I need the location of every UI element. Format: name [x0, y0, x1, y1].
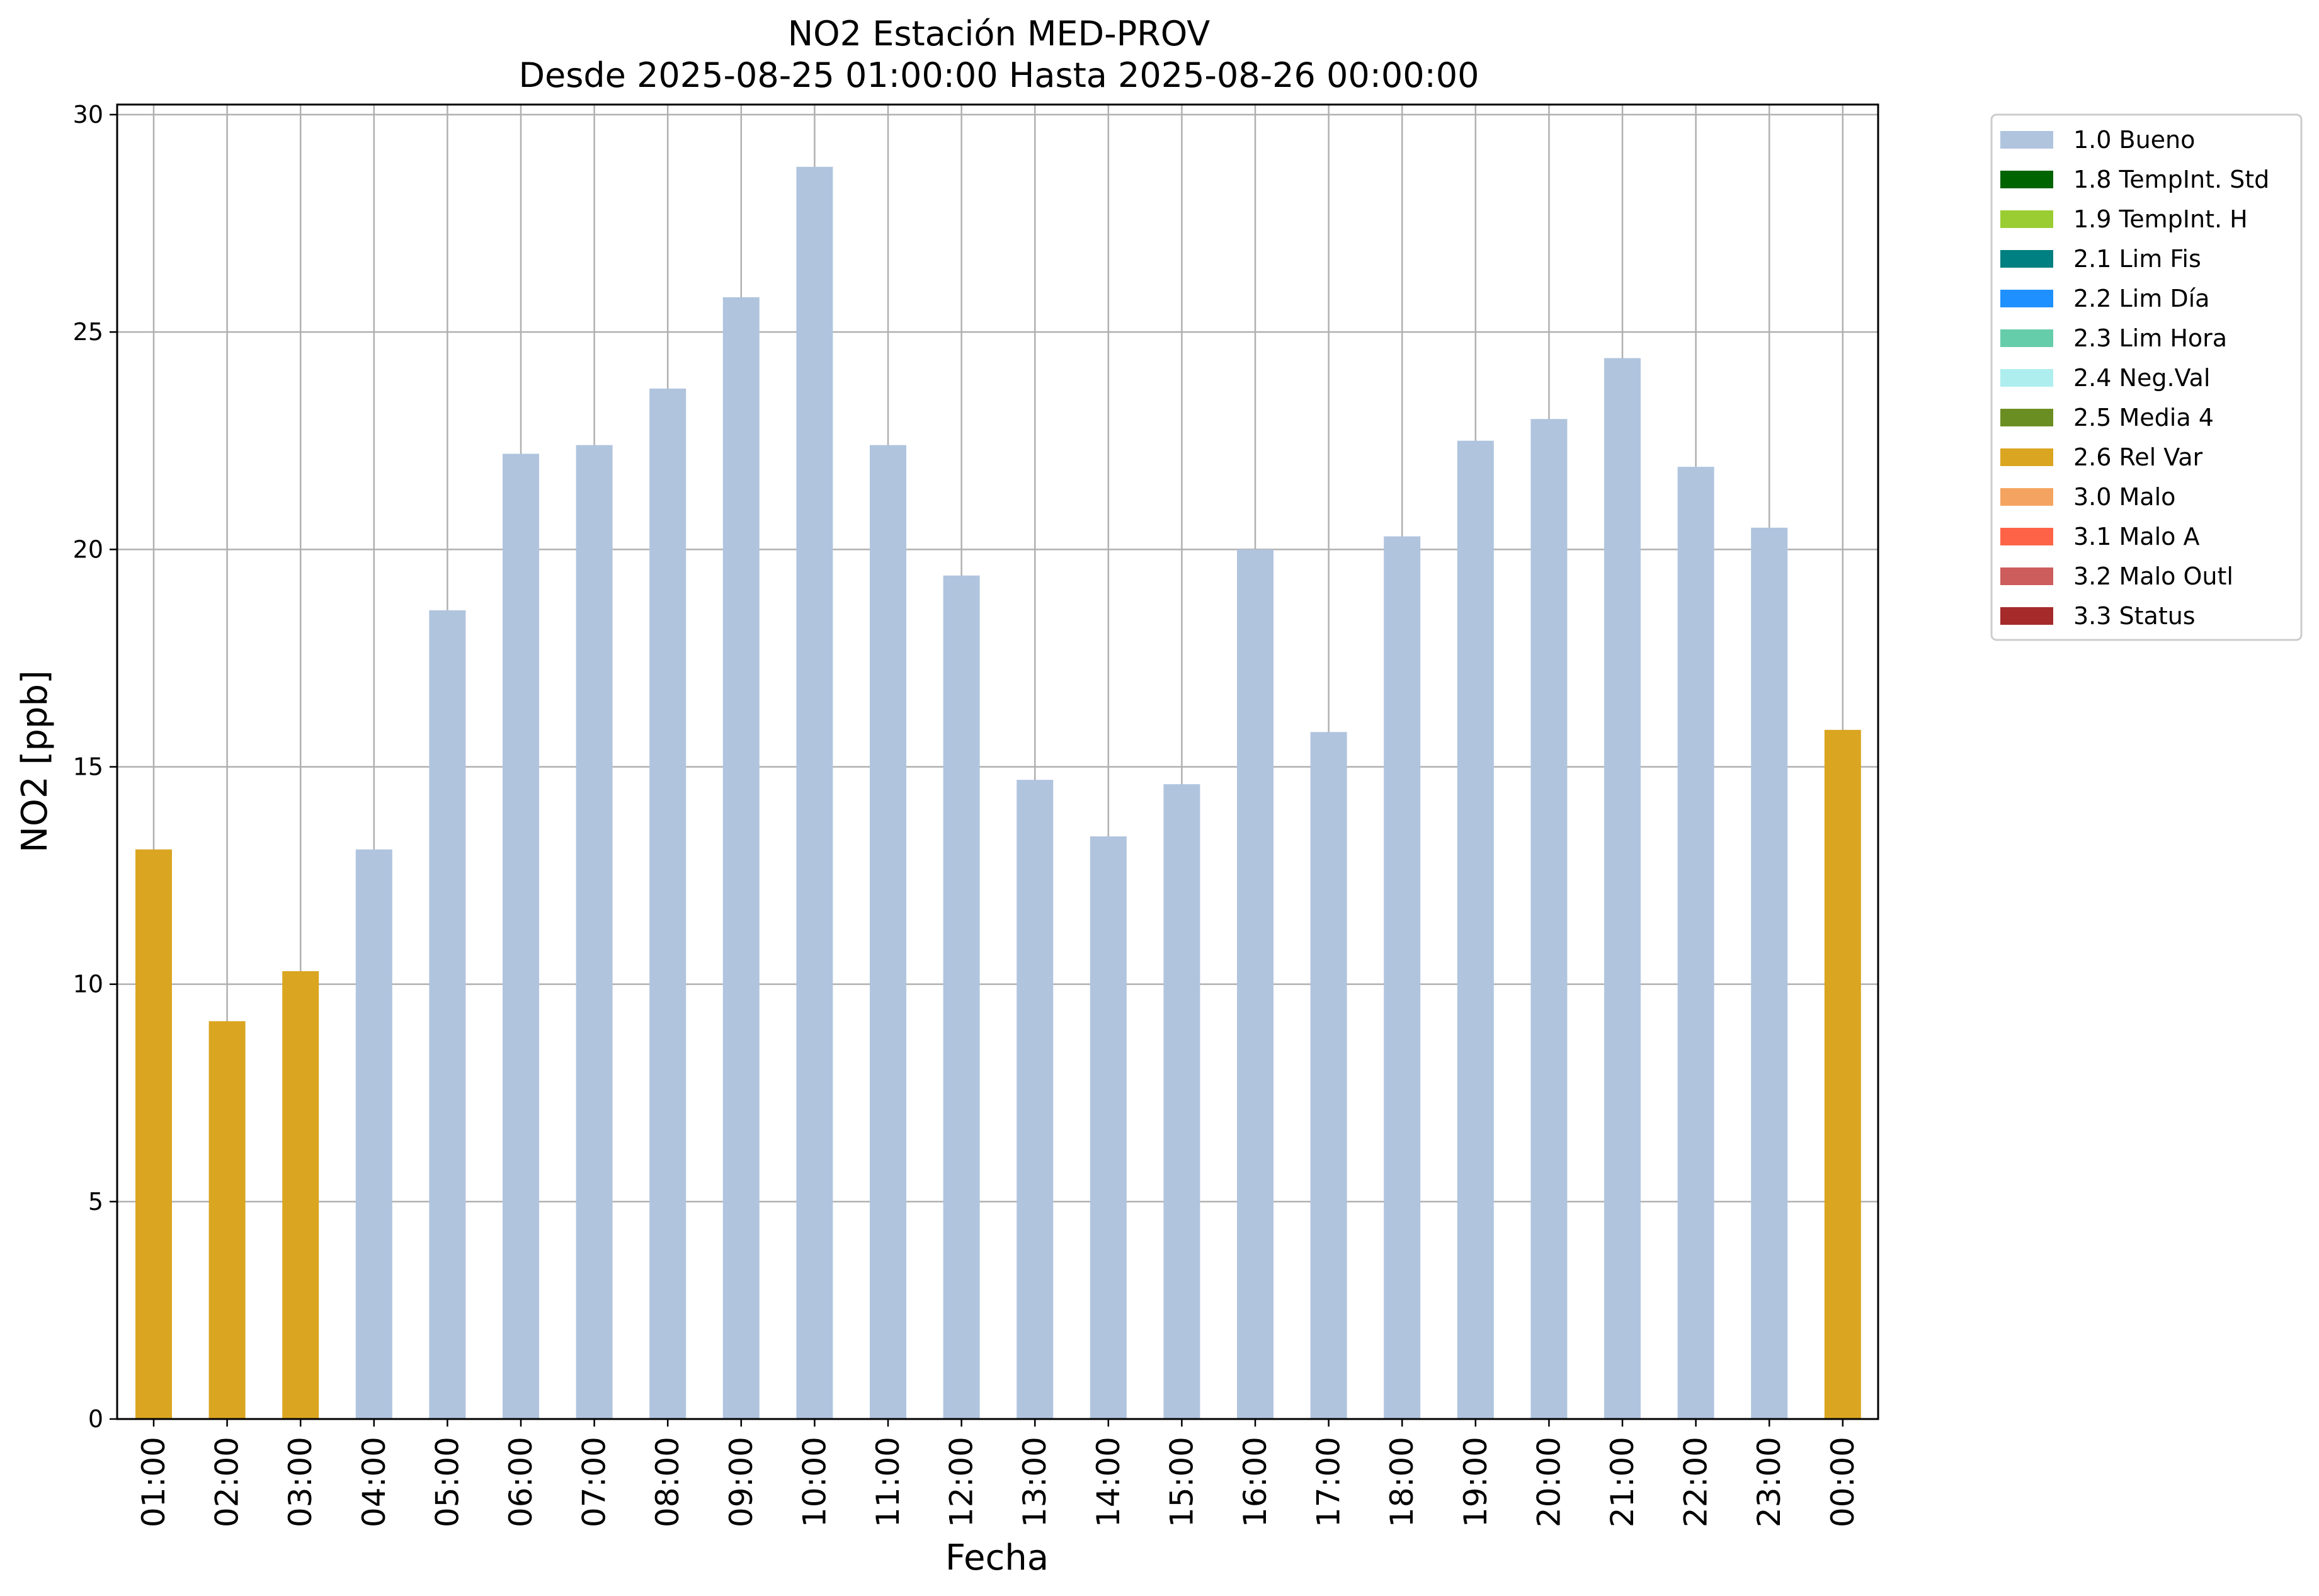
legend-swatch	[2000, 171, 2053, 188]
bar-19:00	[1457, 440, 1494, 1419]
chart-subtitle: Desde 2025-08-25 01:00:00 Hasta 2025-08-…	[518, 55, 1479, 95]
x-tick-label: 01:00	[135, 1437, 172, 1527]
legend-swatch	[2000, 607, 2053, 625]
legend-swatch	[2000, 369, 2053, 387]
x-tick-label: 16:00	[1237, 1437, 1273, 1527]
bar-20:00	[1530, 419, 1568, 1419]
legend: 1.0 Bueno 1.8 TempInt. Std 1.9 TempInt. H 2…	[1990, 113, 2303, 641]
y-tick-label: 30	[73, 101, 103, 128]
y-tick-label: 5	[88, 1188, 103, 1216]
bar-04:00	[355, 849, 392, 1419]
legend-swatch	[2000, 528, 2053, 545]
x-axis-label: Fecha	[945, 1537, 1049, 1578]
x-tick-label: 21:00	[1604, 1437, 1641, 1527]
plot-frame	[116, 103, 1879, 1420]
legend-swatch	[2000, 250, 2053, 268]
legend-entry: 2.1 Lim Fis	[2073, 245, 2201, 273]
x-tick-label: 08:00	[649, 1437, 686, 1527]
legend-swatch	[2000, 488, 2053, 506]
legend-entry: 1.9 TempInt. H	[2073, 205, 2248, 233]
x-tick-label: 13:00	[1017, 1437, 1053, 1527]
legend-frame	[1990, 113, 2303, 641]
legend-entry: 3.1 Malo A	[2073, 523, 2199, 550]
legend-swatch	[2000, 131, 2053, 149]
x-tick-label: 22:00	[1678, 1437, 1714, 1527]
x-tick-label: 12:00	[943, 1437, 980, 1527]
legend-entry: 2.3 Lim Hora	[2073, 324, 2227, 352]
chart-title: NO2 Estación MED-PROV	[788, 14, 1210, 54]
bar-13:00	[1017, 780, 1054, 1419]
legend-entry: 2.6 Rel Var	[2073, 443, 2203, 471]
bar-06:00	[503, 453, 539, 1420]
legend-entry: 3.3 Status	[2073, 602, 2196, 630]
legend-entry: 1.8 TempInt. Std	[2073, 166, 2269, 193]
legend-entry: 2.2 Lim Día	[2073, 285, 2209, 312]
bar-22:00	[1677, 467, 1714, 1420]
y-axis-label: NO2 [ppb]	[14, 670, 55, 853]
bar-07:00	[576, 445, 613, 1419]
legend-entry: 3.2 Malo Outl	[2073, 562, 2233, 590]
y-tick-label: 15	[73, 753, 103, 781]
x-tick-label: 07:00	[576, 1437, 613, 1527]
legend-swatch	[2000, 329, 2053, 347]
bar-15:00	[1163, 784, 1200, 1419]
x-tick-label: 15:00	[1163, 1437, 1200, 1527]
bar-12:00	[943, 575, 980, 1419]
bar-14:00	[1090, 836, 1127, 1419]
y-tick-label: 25	[73, 318, 103, 346]
bar-18:00	[1384, 536, 1421, 1420]
y-tick-label: 20	[73, 535, 103, 563]
bar-21:00	[1604, 358, 1641, 1419]
legend-swatch	[2000, 210, 2053, 228]
x-tick-label: 10:00	[796, 1437, 833, 1527]
x-tick-label: 02:00	[209, 1437, 246, 1527]
legend-swatch	[2000, 567, 2053, 585]
x-tick-label: 14:00	[1090, 1437, 1127, 1527]
x-axis-ticks: 01:00 02:00 03:00 04:00 05:00 06:00 07:00 08:00…	[135, 1419, 1861, 1527]
x-tick-label: 18:00	[1384, 1437, 1420, 1527]
x-tick-label: 23:00	[1751, 1437, 1787, 1527]
bar-23:00	[1751, 527, 1788, 1419]
x-tick-label: 19:00	[1457, 1437, 1494, 1527]
legend-entry: 3.0 Malo	[2073, 483, 2175, 511]
bar-01:00	[135, 849, 172, 1419]
bar-00:00	[1824, 729, 1861, 1419]
bar-17:00	[1310, 732, 1347, 1419]
y-tick-label: 0	[88, 1405, 103, 1433]
bar-10:00	[796, 166, 833, 1420]
bar-11:00	[870, 445, 906, 1419]
x-tick-label: 00:00	[1825, 1437, 1861, 1527]
bar-05:00	[429, 610, 466, 1419]
bar-16:00	[1237, 549, 1273, 1420]
bar-02:00	[208, 1021, 246, 1419]
x-tick-label: 09:00	[723, 1437, 760, 1527]
legend-swatch	[2000, 290, 2053, 307]
legend-entry: 2.5 Media 4	[2073, 404, 2214, 431]
legend-swatch	[2000, 448, 2053, 466]
bar-09:00	[722, 297, 760, 1420]
y-axis-ticks: 0 5 10 15 20 25 30	[73, 101, 117, 1433]
x-tick-label: 06:00	[503, 1437, 539, 1527]
x-tick-label: 04:00	[356, 1437, 392, 1527]
legend-swatch	[2000, 409, 2053, 426]
x-tick-label: 17:00	[1311, 1437, 1347, 1527]
legend-entry: 1.0 Bueno	[2073, 126, 2195, 154]
x-tick-label: 05:00	[429, 1437, 465, 1527]
x-tick-label: 03:00	[282, 1437, 319, 1527]
bar-03:00	[282, 971, 319, 1419]
x-tick-label: 11:00	[870, 1437, 906, 1527]
x-tick-label: 20:00	[1530, 1437, 1567, 1527]
bar-08:00	[649, 388, 687, 1420]
bars	[135, 166, 1861, 1420]
y-tick-label: 10	[73, 971, 103, 998]
legend-entry: 2.4 Neg.Val	[2073, 364, 2210, 392]
